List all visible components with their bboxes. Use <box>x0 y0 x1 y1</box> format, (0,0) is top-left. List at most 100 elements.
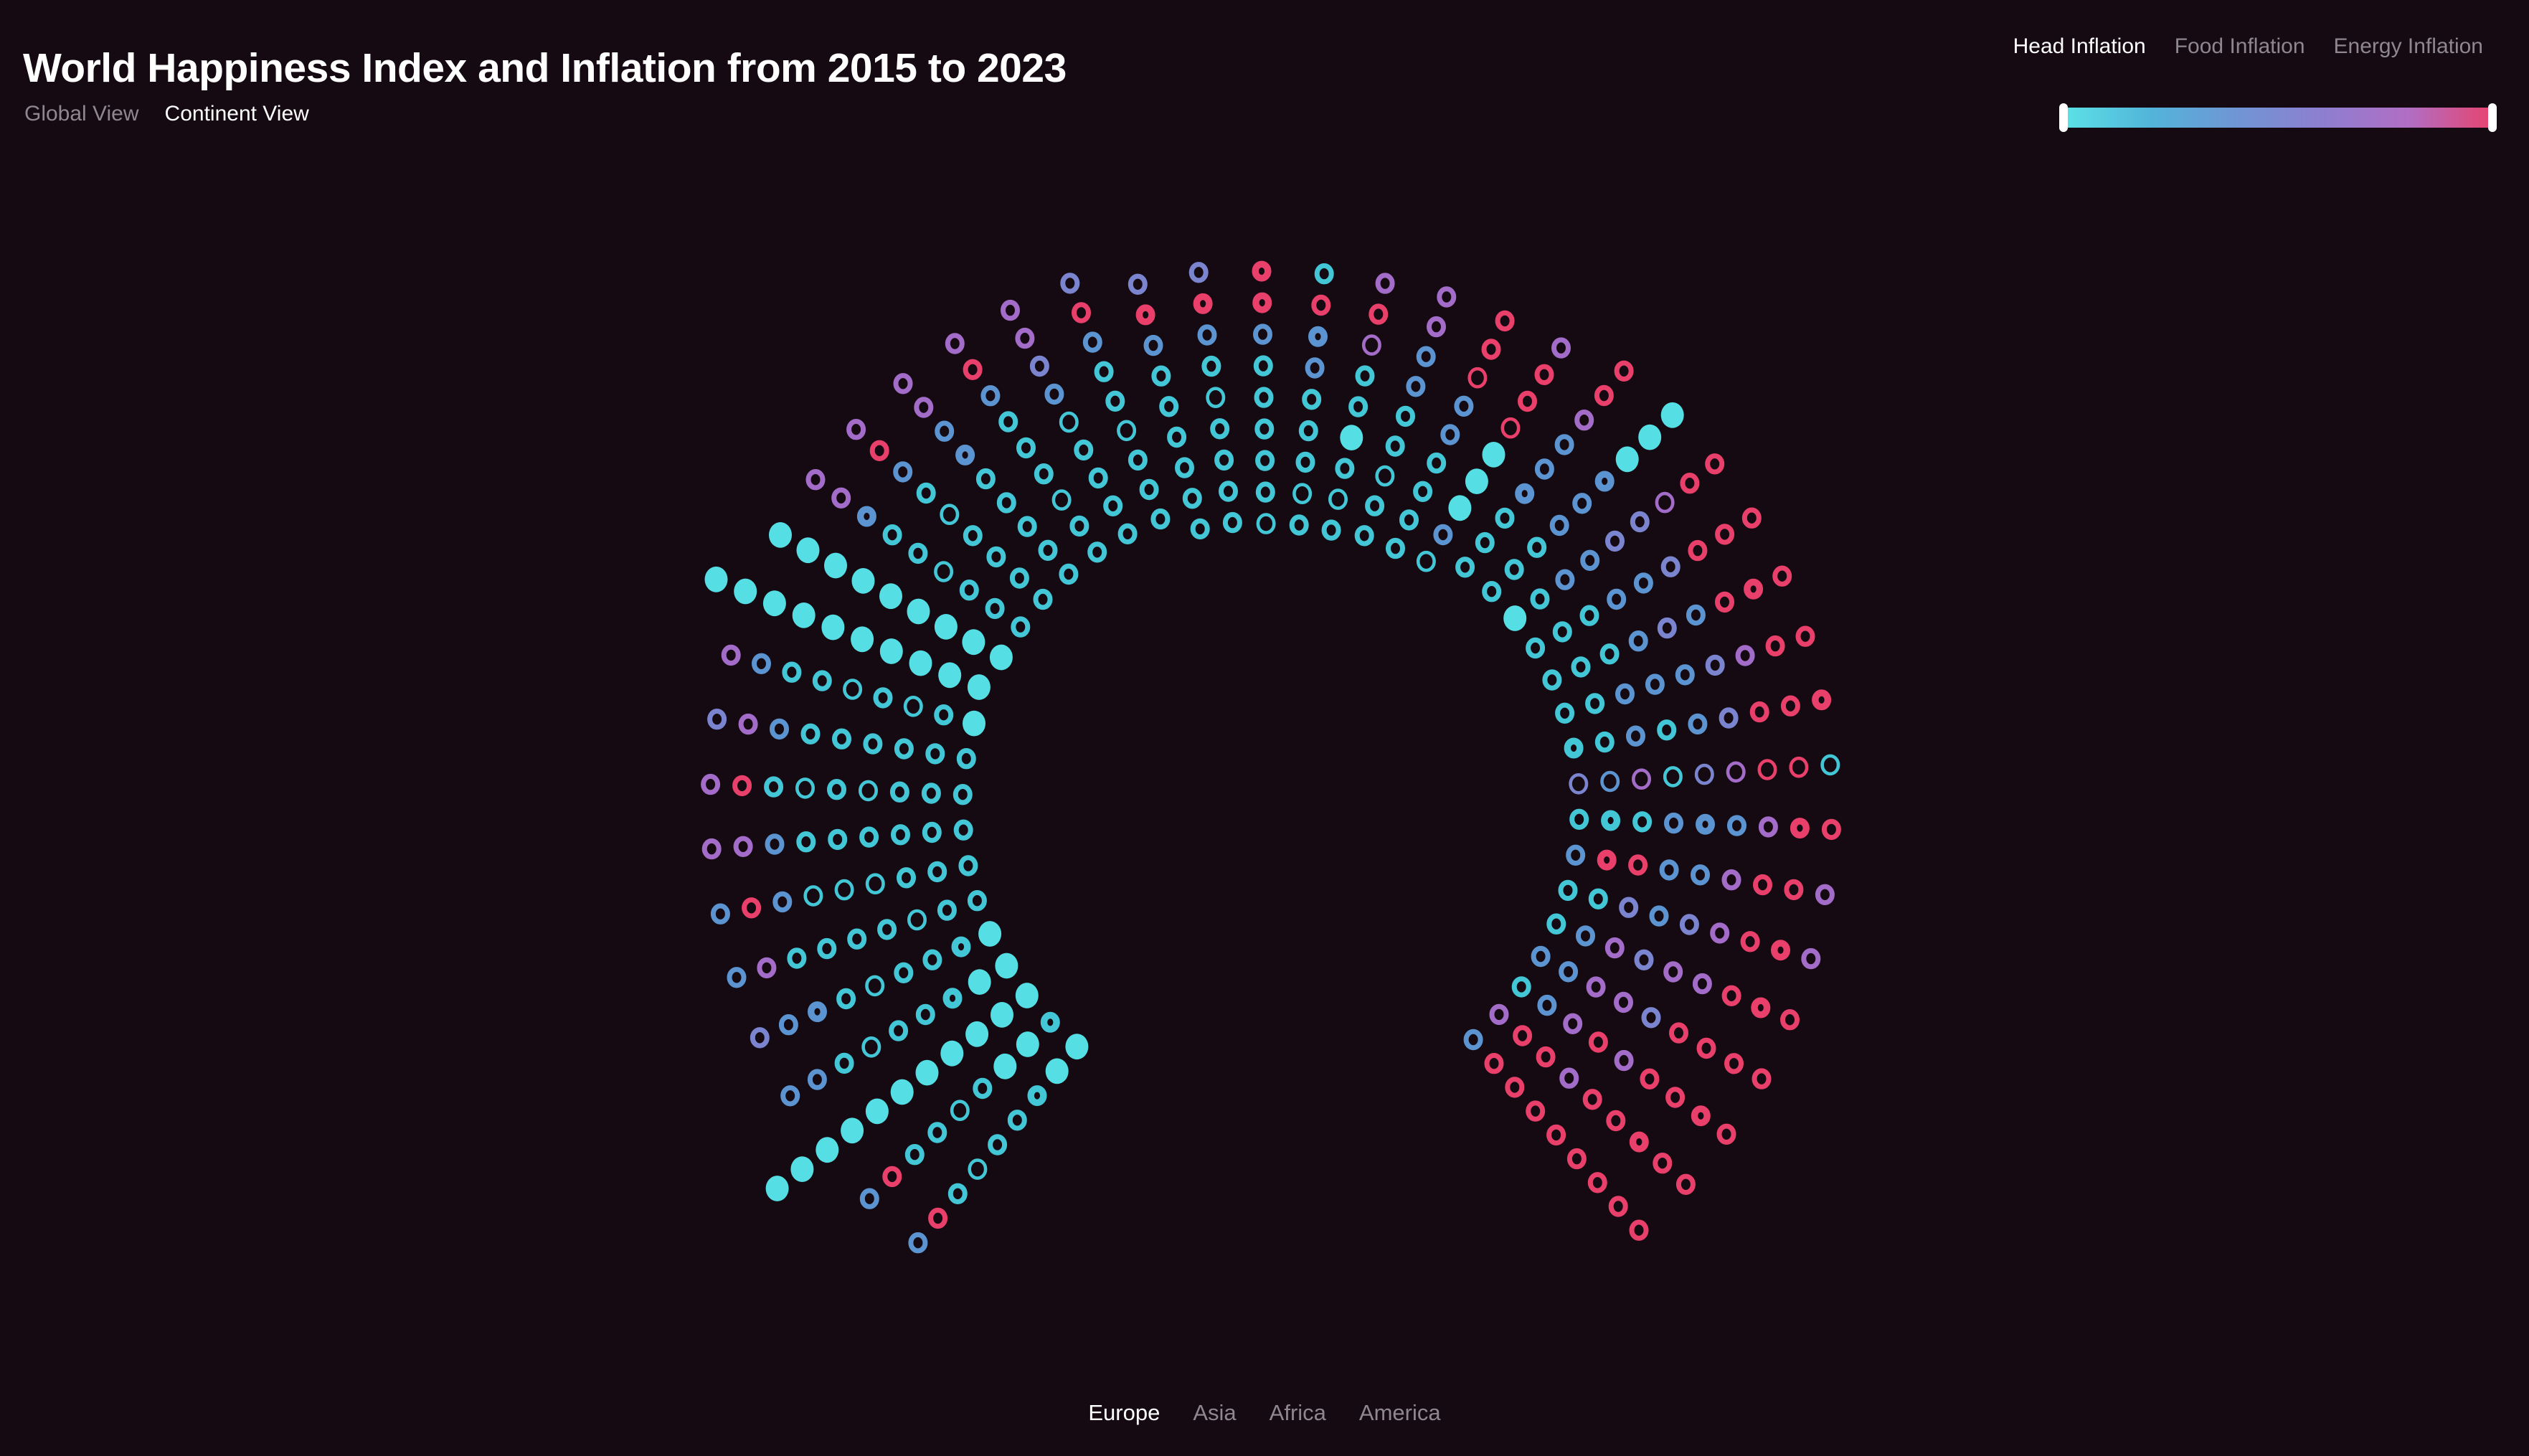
year-dot[interactable] <box>963 710 985 737</box>
year-dot[interactable] <box>805 469 826 491</box>
year-dot[interactable] <box>1680 473 1700 494</box>
year-dot[interactable] <box>1416 550 1436 572</box>
year-dot[interactable] <box>1574 410 1594 431</box>
year-dot[interactable] <box>1675 664 1695 686</box>
country-ray[interactable] <box>893 373 1079 585</box>
year-dot[interactable] <box>1820 754 1840 776</box>
year-dot[interactable] <box>1555 702 1575 724</box>
year-dot[interactable] <box>847 928 867 950</box>
year-dot[interactable] <box>1206 387 1226 409</box>
year-dot[interactable] <box>834 879 854 901</box>
year-dot[interactable] <box>1587 1172 1607 1193</box>
country-ray[interactable] <box>750 921 1002 1049</box>
year-dot[interactable] <box>1801 947 1821 970</box>
year-dot[interactable] <box>1348 396 1369 417</box>
year-dot[interactable] <box>1117 420 1137 442</box>
year-dot[interactable] <box>1302 389 1322 410</box>
year-dot[interactable] <box>1559 961 1579 983</box>
inflation-range-slider[interactable] <box>2059 102 2497 133</box>
year-dot[interactable] <box>1566 1148 1587 1170</box>
year-dot[interactable] <box>1780 695 1800 717</box>
year-dot[interactable] <box>1513 1025 1533 1046</box>
year-dot[interactable] <box>995 952 1018 979</box>
year-dot[interactable] <box>1416 346 1436 367</box>
year-dot[interactable] <box>846 419 866 440</box>
year-dot[interactable] <box>1626 725 1645 747</box>
year-dot[interactable] <box>1554 434 1574 455</box>
year-dot[interactable] <box>916 482 936 504</box>
year-dot[interactable] <box>1454 395 1474 417</box>
year-dot[interactable] <box>1475 531 1495 554</box>
year-dot[interactable] <box>1784 879 1804 901</box>
year-dot[interactable] <box>1526 1100 1546 1122</box>
inflation-gradient-track[interactable] <box>2062 108 2494 128</box>
year-dot[interactable] <box>772 891 793 913</box>
tab-africa[interactable]: Africa <box>1269 1400 1326 1425</box>
year-dot[interactable] <box>1536 1046 1556 1068</box>
year-dot[interactable] <box>1546 913 1566 935</box>
year-dot[interactable] <box>1634 949 1654 971</box>
year-dot[interactable] <box>890 1079 914 1105</box>
year-dot[interactable] <box>1615 683 1635 705</box>
year-dot[interactable] <box>1628 854 1648 876</box>
year-dot[interactable] <box>1386 537 1405 559</box>
year-dot[interactable] <box>701 838 722 860</box>
year-dot[interactable] <box>951 936 971 958</box>
year-dot[interactable] <box>955 444 975 465</box>
year-dot[interactable] <box>1255 481 1275 503</box>
year-dot[interactable] <box>734 578 757 605</box>
year-dot[interactable] <box>1427 452 1447 474</box>
year-dot[interactable] <box>821 614 845 640</box>
year-dot[interactable] <box>707 709 727 730</box>
year-dot[interactable] <box>859 780 879 802</box>
year-dot[interactable] <box>989 644 1013 671</box>
year-dot[interactable] <box>980 385 1001 407</box>
year-dot[interactable] <box>1715 524 1735 545</box>
year-dot[interactable] <box>908 542 928 564</box>
country-ray[interactable] <box>1386 310 1515 559</box>
year-dot[interactable] <box>1724 1053 1744 1074</box>
year-dot[interactable] <box>1219 481 1238 502</box>
year-dot[interactable] <box>889 781 909 803</box>
slider-handle-max[interactable] <box>2488 103 2497 132</box>
year-dot[interactable] <box>1530 588 1550 610</box>
year-dot[interactable] <box>934 561 954 582</box>
year-dot[interactable] <box>1361 334 1381 356</box>
year-dot[interactable] <box>996 492 1016 514</box>
year-dot[interactable] <box>1033 588 1053 610</box>
year-dot[interactable] <box>1482 442 1505 468</box>
year-dot[interactable] <box>1772 565 1792 587</box>
year-dot[interactable] <box>800 723 821 744</box>
year-dot[interactable] <box>922 821 942 843</box>
year-dot[interactable] <box>1552 621 1572 643</box>
year-dot[interactable] <box>1159 396 1179 417</box>
year-dot[interactable] <box>803 885 823 907</box>
year-dot[interactable] <box>1653 1153 1673 1174</box>
year-dot[interactable] <box>1016 1031 1039 1057</box>
year-dot[interactable] <box>965 1021 989 1047</box>
year-dot[interactable] <box>1175 457 1194 478</box>
year-dot[interactable] <box>1534 458 1554 480</box>
year-dot[interactable] <box>1188 262 1209 283</box>
year-dot[interactable] <box>1753 874 1772 896</box>
year-dot[interactable] <box>877 919 897 940</box>
year-dot[interactable] <box>1716 1123 1736 1145</box>
year-dot[interactable] <box>1569 773 1589 795</box>
country-ray[interactable] <box>1463 1029 1649 1241</box>
year-dot[interactable] <box>782 661 802 683</box>
year-dot[interactable] <box>764 776 784 798</box>
year-dot[interactable] <box>894 738 914 760</box>
year-dot[interactable] <box>831 487 851 509</box>
tab-asia[interactable]: Asia <box>1193 1400 1237 1425</box>
year-dot[interactable] <box>1292 483 1313 505</box>
country-ray[interactable] <box>846 419 1053 610</box>
year-dot[interactable] <box>1715 591 1734 613</box>
year-dot[interactable] <box>1579 605 1599 626</box>
year-dot[interactable] <box>832 728 851 750</box>
year-dot[interactable] <box>710 903 730 925</box>
country-ray[interactable] <box>710 855 978 925</box>
year-dot[interactable] <box>816 1137 839 1163</box>
year-dot[interactable] <box>1542 669 1562 691</box>
year-dot[interactable] <box>1821 818 1841 841</box>
year-dot[interactable] <box>958 855 978 876</box>
